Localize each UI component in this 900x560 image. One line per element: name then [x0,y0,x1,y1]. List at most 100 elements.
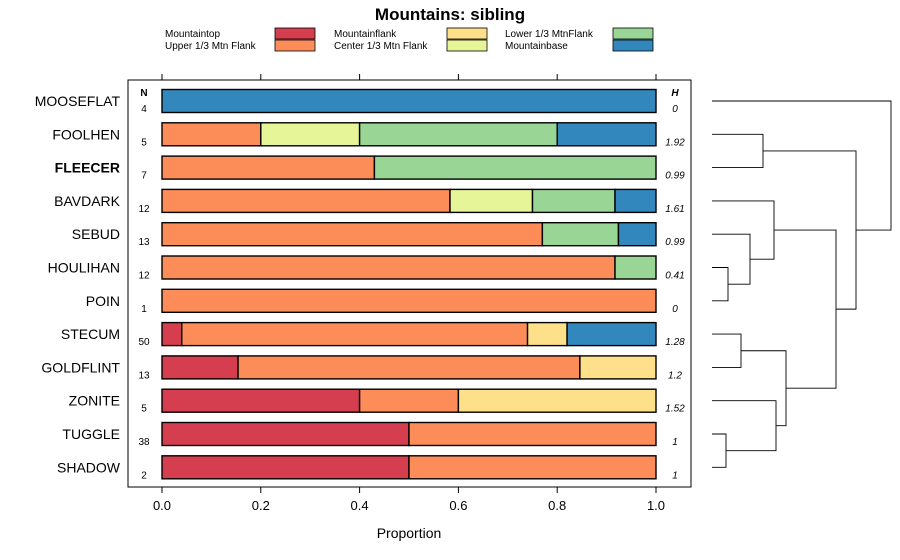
legend-swatch-lower-1-3-mtnflank [612,27,654,40]
bar-segment-zonite-upper-1-3-mtn-flank [358,388,460,413]
bar-segment-goldflint-mountainflank [579,355,657,380]
dendrogram-link [712,200,775,260]
dendrogram-link [712,133,764,169]
dendrogram-link [712,433,727,468]
bar-segment-zonite-mountaintop [161,388,361,413]
bar-segment-tuggle-mountaintop [161,421,410,447]
dendrogram-link [712,333,742,368]
legend-label-mountaintop: Mountaintop [165,29,220,40]
legend-label-mountainflank: Mountainflank [334,29,397,40]
x-tick-label: 0.6 [449,498,467,513]
bar-segment-bavdark-mountainbase [614,188,657,214]
row-label-mooseflat: MOOSEFLAT [35,93,121,109]
row-h-goldflint: 1.2 [668,370,682,381]
legend-swatch-center-1-3-mtn-flank [446,39,488,52]
bar-segment-foolhen-mountainbase [556,122,657,147]
x-tick-label: 0.0 [153,498,171,513]
bar-segment-foolhen-center-1-3-mtn-flank [260,122,361,147]
row-n-shadow: 2 [141,470,147,481]
legend-swatch-mountainbase [612,39,654,52]
bar-segment-sebud-lower-1-3-mtnflank [541,221,620,247]
row-label-stecum: STECUM [61,326,120,342]
row-h-houlihan: 0.41 [665,271,684,282]
row-label-houlihan: HOULIHAN [48,260,120,276]
bar-segment-stecum-mountaintop [161,321,183,347]
bar-segment-stecum-mountainflank [526,321,568,347]
bar-segment-zonite-mountainflank [457,388,657,413]
bar-segment-foolhen-upper-1-3-mtn-flank [161,122,262,147]
row-n-zonite: 5 [141,404,147,415]
row-label-tuggle: TUGGLE [62,426,120,442]
row-n-foolhen: 5 [141,137,147,148]
row-h-shadow: 1 [672,470,678,481]
row-label-fleecer: FLEECER [55,160,120,176]
row-n-houlihan: 12 [138,271,150,282]
row-n-sebud: 13 [138,237,150,248]
bar-segment-shadow-mountaintop [161,455,410,480]
x-tick-label: 0.4 [351,498,369,513]
row-label-foolhen: FOOLHEN [52,126,120,142]
row-label-sebud: SEBUD [72,226,120,242]
bar-segment-tuggle-upper-1-3-mtn-flank [408,421,657,447]
row-h-zonite: 1.52 [665,404,685,415]
dendrogram-link [712,100,892,231]
x-tick-label: 0.2 [252,498,270,513]
bar-segment-stecum-upper-1-3-mtn-flank [181,321,529,347]
x-axis-label: Proportion [377,525,442,541]
x-axis: 0.0 0.2 0.4 0.6 0.8 1.0 [153,74,665,513]
bar-segment-mooseflat-mountainbase [161,88,657,114]
bar-segment-bavdark-upper-1-3-mtn-flank [161,188,451,214]
dendrogram-link [741,350,787,427]
row-h-foolhen: 1.92 [665,137,685,148]
bar-segment-houlihan-upper-1-3-mtn-flank [161,255,616,280]
dendrogram-link [712,400,777,452]
row-n-poin: 1 [141,304,147,315]
row-h-fleecer: 0.99 [665,171,685,182]
row-h-mooseflat: 0 [672,104,678,115]
plot-frame [127,79,692,488]
row-label-goldflint: GOLDFLINT [41,359,120,375]
h-column-header: H [671,88,679,99]
row-n-tuggle: 38 [138,437,150,448]
x-tick-label: 1.0 [647,498,665,513]
row-n-stecum: 50 [138,337,150,348]
legend-label-center-1-3-mtn-flank: Center 1/3 Mtn Flank [334,41,428,52]
row-h-poin: 0 [672,304,678,315]
bar-segment-bavdark-lower-1-3-mtnflank [531,188,616,214]
bar-segment-goldflint-upper-1-3-mtn-flank [237,355,581,380]
chart-title: Mountains: sibling [375,5,525,24]
n-column-header: N [140,88,147,99]
row-h-stecum: 1.28 [665,337,685,348]
row-h-sebud: 0.99 [665,237,685,248]
bar-segment-bavdark-center-1-3-mtn-flank [449,188,534,214]
row-label-poin: POIN [86,293,120,309]
legend-swatch-mountaintop [274,27,316,40]
bar-segment-shadow-upper-1-3-mtn-flank [408,455,657,480]
dendrogram [712,100,892,468]
bar-segment-sebud-upper-1-3-mtn-flank [161,221,544,247]
row-n-bavdark: 12 [138,204,150,215]
row-n-mooseflat: 4 [141,104,147,115]
bar-segment-houlihan-lower-1-3-mtnflank [614,255,657,280]
bar-segment-fleecer-upper-1-3-mtn-flank [161,155,376,180]
legend-label-lower-1-3-mtnflank: Lower 1/3 MtnFlank [505,29,594,40]
bar-segment-sebud-mountainbase [617,221,657,247]
bar-segment-fleecer-lower-1-3-mtnflank [373,155,657,180]
bar-segment-stecum-mountainbase [566,321,657,347]
row-h-bavdark: 1.61 [665,204,684,215]
row-label-zonite: ZONITE [69,393,120,409]
bar-rows: MOOSEFLAT 4 0 FOOLHEN 5 1.92 FLEECER 7 0.99 BAVDA… [35,88,685,481]
legend-swatch-upper-1-3-mtn-flank [274,39,316,52]
bar-segment-goldflint-mountaintop [161,355,239,380]
row-label-bavdark: BAVDARK [54,193,121,209]
x-tick-label: 0.8 [548,498,566,513]
legend-swatch-mountainflank [446,27,488,40]
legend-label-upper-1-3-mtn-flank: Upper 1/3 Mtn Flank [165,41,257,52]
dendrogram-link [774,229,837,389]
bar-segment-poin-upper-1-3-mtn-flank [161,288,657,313]
dendrogram-link [712,267,729,302]
row-label-shadow: SHADOW [57,459,121,475]
dendrogram-link [712,233,751,285]
